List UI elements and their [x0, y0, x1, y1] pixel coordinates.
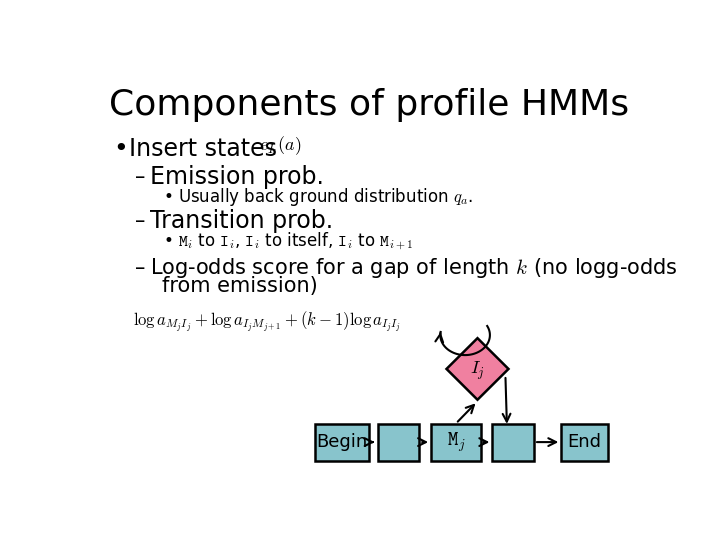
FancyBboxPatch shape: [561, 423, 608, 461]
Text: $\log a_{M_j I_j} + \log a_{I_j M_{j+1}} + (k-1)\log a_{I_j I_j}$: $\log a_{M_j I_j} + \log a_{I_j M_{j+1}}…: [132, 310, 401, 335]
Text: •: •: [113, 138, 128, 161]
Text: $\mathtt{M}_i$ to $\mathtt{I}_i$, $\mathtt{I}_i$ to itself, $\mathtt{I}_i$ to $\: $\mathtt{M}_i$ to $\mathtt{I}_i$, $\math…: [178, 230, 413, 252]
Text: –: –: [135, 211, 145, 231]
Text: from emission): from emission): [162, 276, 318, 296]
Text: Begin: Begin: [316, 433, 367, 451]
Text: –: –: [135, 167, 145, 187]
FancyBboxPatch shape: [431, 423, 481, 461]
Text: Emission prob.: Emission prob.: [150, 165, 324, 189]
Text: $\mathtt{M}_j$: $\mathtt{M}_j$: [446, 430, 465, 454]
Text: $I_j$: $I_j$: [470, 359, 485, 382]
Text: Usually back ground distribution $q_a$.: Usually back ground distribution $q_a$.: [178, 186, 473, 208]
Text: $e_{I_i}(a)$: $e_{I_i}(a)$: [259, 135, 302, 158]
Polygon shape: [446, 338, 508, 400]
Text: Components of profile HMMs: Components of profile HMMs: [109, 88, 629, 122]
FancyBboxPatch shape: [315, 423, 369, 461]
Text: •: •: [163, 188, 174, 206]
Text: End: End: [567, 433, 601, 451]
FancyBboxPatch shape: [377, 423, 419, 461]
Text: •: •: [163, 232, 174, 250]
Text: –: –: [135, 258, 145, 278]
Text: Insert states: Insert states: [129, 138, 276, 161]
Text: Transition prob.: Transition prob.: [150, 209, 333, 233]
Text: Log-odds score for a gap of length $k$ (no logg-odds: Log-odds score for a gap of length $k$ (…: [150, 256, 678, 280]
FancyBboxPatch shape: [492, 423, 534, 461]
